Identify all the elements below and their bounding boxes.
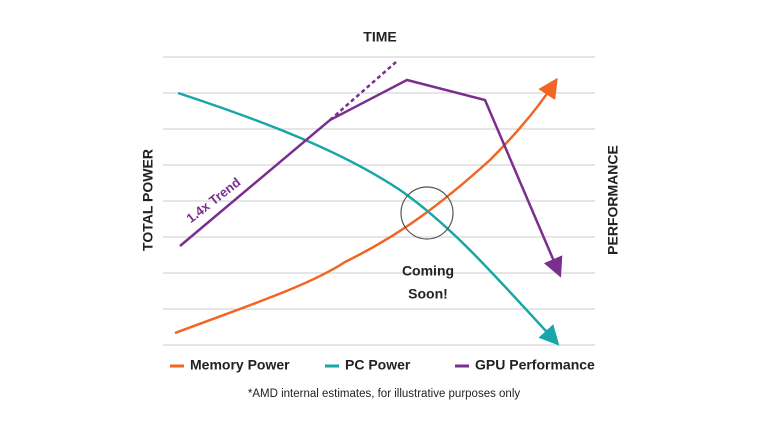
trend-extension: [329, 61, 397, 121]
left-axis-label: TOTAL POWER: [140, 149, 156, 251]
coming-label: Soon!: [408, 286, 448, 302]
legend: Memory Power PC Power GPU Performance: [170, 357, 595, 373]
memory-curve: [174, 77, 558, 335]
highlight-circle: [400, 186, 454, 240]
grid: [163, 56, 595, 346]
legend-label: GPU Performance: [475, 357, 595, 373]
footnote: *AMD internal estimates, for illustrativ…: [248, 388, 521, 400]
right-axis-label: PERFORMANCE: [605, 145, 621, 255]
title: TIME: [363, 29, 396, 45]
legend-label: PC Power: [345, 357, 411, 373]
coming-label: Coming: [402, 263, 454, 279]
gpu-curve: [179, 78, 563, 278]
legend-label: Memory Power: [190, 357, 290, 373]
pc-curve: [177, 91, 560, 346]
